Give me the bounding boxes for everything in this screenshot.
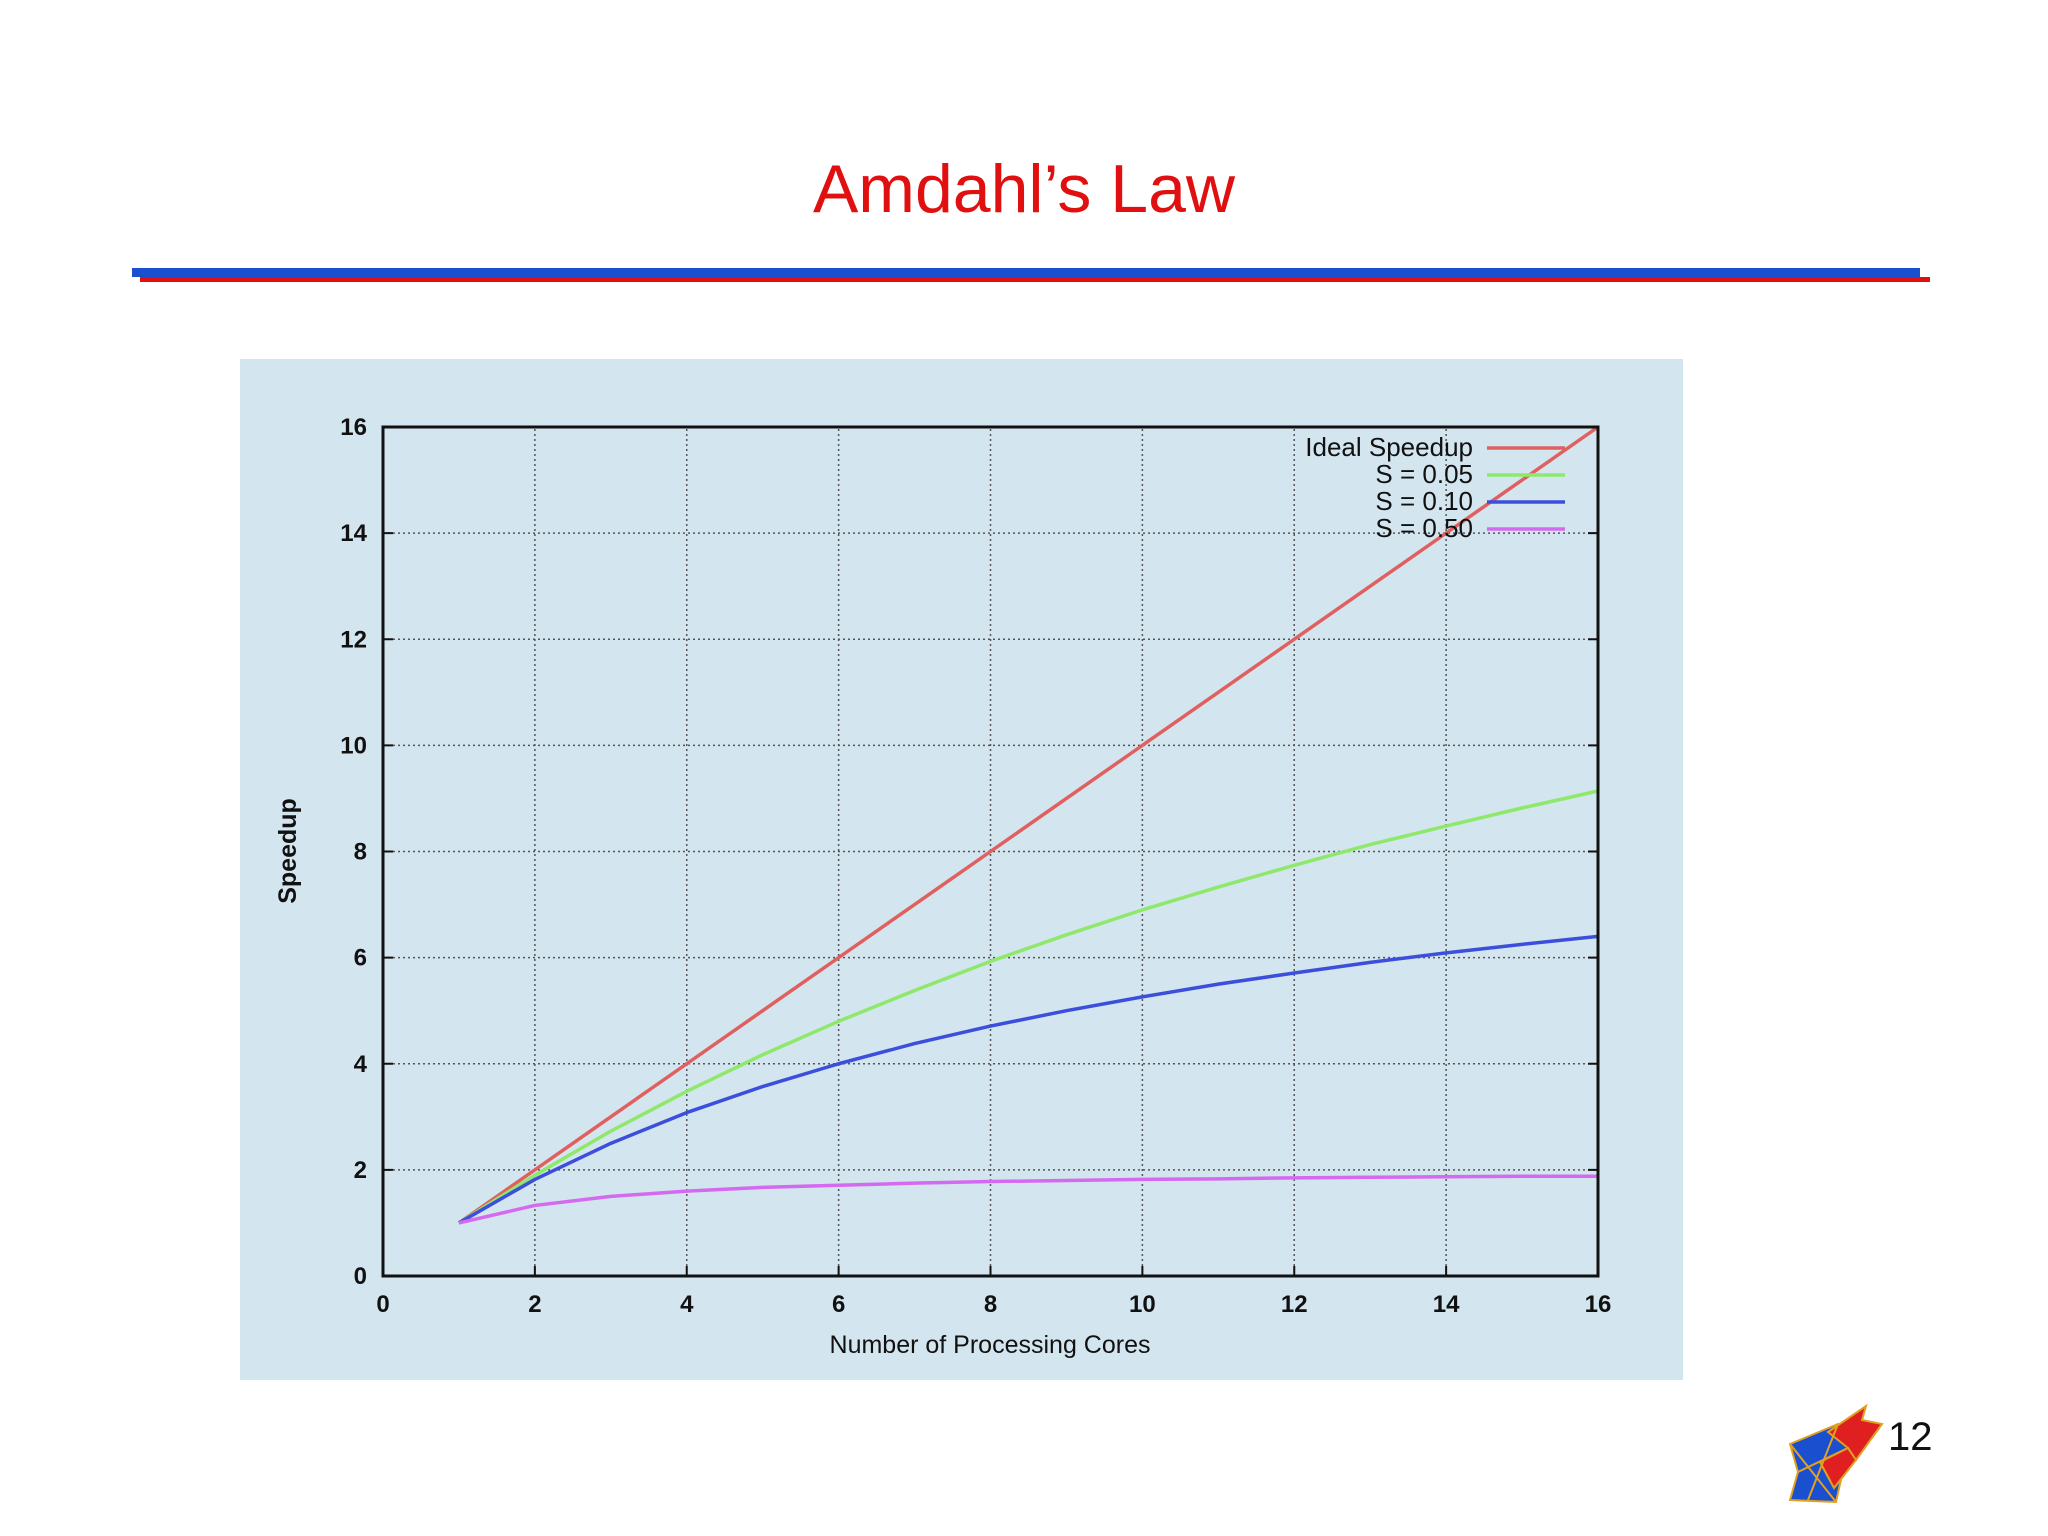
y-tick-label: 6 (354, 945, 367, 972)
page-number: 12 (1888, 1415, 1933, 1459)
axis-ticks: 0 2 4 6 8 10 12 14 16 0 2 4 6 8 10 12 14 16 (340, 414, 1611, 1318)
y-tick-label: 14 (340, 520, 367, 547)
y-tick-label: 16 (340, 414, 367, 441)
speedup-chart: 0 2 4 6 8 10 12 14 16 0 2 4 6 8 10 12 14 16 Number of Pro… (240, 359, 1683, 1380)
title-rule-blue (132, 268, 1920, 277)
y-axis-label: Speedup (274, 798, 302, 904)
legend-label: Ideal Speedup (1305, 432, 1473, 462)
y-tick-label: 8 (354, 839, 367, 866)
x-tick-label: 12 (1281, 1291, 1308, 1318)
x-tick-label: 4 (680, 1291, 694, 1318)
arrow-logo-icon (1788, 1403, 1884, 1504)
x-tick-label: 8 (984, 1291, 997, 1318)
series-lines (457, 425, 1600, 1225)
x-axis-label: Number of Processing Cores (830, 1331, 1151, 1359)
y-tick-label: 10 (340, 732, 367, 759)
series-line-3 (458, 934, 1599, 1225)
y-tick-label: 0 (354, 1263, 367, 1290)
x-tick-label: 14 (1433, 1291, 1460, 1318)
grid (383, 427, 1598, 1276)
y-tick-label: 4 (354, 1051, 368, 1078)
legend-label: S = 0.50 (1375, 513, 1473, 543)
x-tick-label: 16 (1585, 1291, 1612, 1318)
x-tick-label: 0 (376, 1291, 389, 1318)
x-tick-label: 2 (528, 1291, 541, 1318)
y-tick-label: 2 (354, 1157, 367, 1184)
series-line-1 (457, 425, 1600, 1225)
series-line-2 (458, 789, 1599, 1225)
y-tick-label: 12 (340, 626, 367, 653)
x-tick-label: 6 (832, 1291, 845, 1318)
slide-title: Amdahl’s Law (812, 151, 1236, 227)
x-tick-label: 10 (1129, 1291, 1156, 1318)
series-line-4 (458, 1174, 1598, 1225)
legend-label: S = 0.05 (1375, 459, 1473, 489)
title-rule-red (140, 277, 1930, 282)
legend-label: S = 0.10 (1375, 486, 1473, 516)
